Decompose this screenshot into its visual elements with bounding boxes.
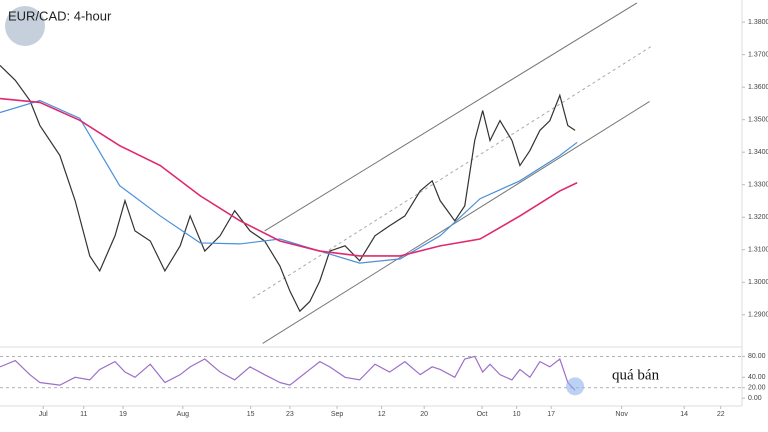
x-tick-label: Oct xyxy=(477,411,488,418)
y-tick-label: 1.3500 xyxy=(748,117,768,124)
x-tick-label: 19 xyxy=(119,411,127,418)
y-tick-label: 0.00 xyxy=(748,395,762,402)
logo xyxy=(5,6,45,46)
y-tick-label: 1.3400 xyxy=(748,149,768,156)
x-tick-label: 23 xyxy=(286,411,294,418)
series-line xyxy=(0,97,578,257)
trendline xyxy=(252,45,652,299)
y-tick-label: 1.3600 xyxy=(748,84,768,91)
x-tick-label: Sep xyxy=(331,411,344,418)
y-tick-label: 1.3100 xyxy=(748,247,768,254)
y-tick-label: 1.3000 xyxy=(748,279,768,286)
chart-title: EUR/CAD: 4-hour xyxy=(8,8,112,23)
y-tick-label: 20.00 xyxy=(748,385,766,392)
x-tick-label: 17 xyxy=(547,411,555,418)
trendline xyxy=(262,101,650,344)
series-line xyxy=(0,355,576,391)
series-line xyxy=(0,99,578,264)
x-tick-label: Jul xyxy=(39,411,48,418)
x-tick-label: 22 xyxy=(717,411,725,418)
y-tick-label: 40.00 xyxy=(748,374,766,381)
x-tick-label: 11 xyxy=(80,411,87,418)
highlight xyxy=(566,377,585,396)
x-tick-label: 15 xyxy=(247,411,255,418)
trendline xyxy=(264,2,638,232)
y-tick-label: 1.3700 xyxy=(748,51,768,58)
x-tick-label: 14 xyxy=(680,411,688,418)
y-tick-label: 1.3200 xyxy=(748,214,768,221)
y-tick-label: 1.3300 xyxy=(748,182,768,189)
x-tick-label: 20 xyxy=(420,411,428,418)
x-tick-label: 10 xyxy=(513,411,521,418)
y-tick-label: 1.3800 xyxy=(748,19,768,26)
x-tick-label: Nov xyxy=(615,411,628,418)
x-tick-label: Aug xyxy=(177,411,190,418)
y-tick-label: 80.00 xyxy=(748,353,766,360)
annotation: quá bán xyxy=(612,367,660,383)
x-tick-label: 12 xyxy=(378,411,386,418)
y-tick-label: 1.2900 xyxy=(748,312,768,319)
series-line xyxy=(0,64,576,313)
